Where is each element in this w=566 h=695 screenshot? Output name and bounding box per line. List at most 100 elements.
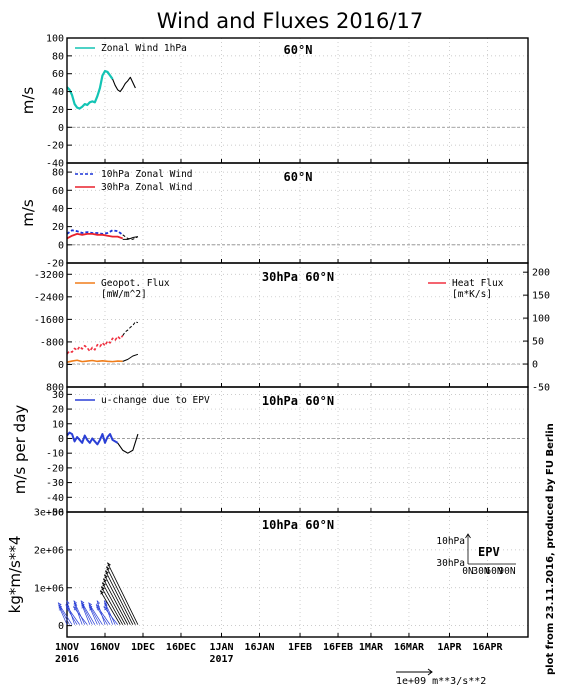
x-tick-label: 16JAN: [244, 642, 274, 653]
panel-location-label: 10hPa 60°N: [262, 394, 334, 408]
vector-arrow: [72, 606, 88, 625]
credit-text: plot from 23.11.2016, produced by FU Ber…: [545, 423, 556, 675]
y-tick-label: 60: [52, 186, 64, 197]
x-tick-label: 1FEB: [288, 642, 312, 653]
x-tick-label: 16NOV: [90, 642, 120, 653]
vector-arrow: [106, 566, 136, 625]
vector-arrowhead: [73, 606, 78, 611]
panel-frame: [66, 511, 529, 638]
y-tick-label: -30: [46, 478, 64, 489]
vector-arrow: [95, 604, 111, 625]
y-right-tick-label: 150: [532, 291, 550, 302]
y-right-tick-label: 100: [532, 314, 550, 325]
vector-arrowhead: [102, 582, 106, 587]
x-tick-label: 1MAR: [359, 642, 384, 653]
vector-arrow: [73, 602, 83, 625]
series-line: [66, 233, 124, 240]
series-line: [66, 335, 124, 355]
vector-arrowhead: [103, 600, 108, 605]
vector-arrow: [73, 600, 86, 625]
legend-entry-label: u-change due to EPV: [101, 395, 210, 406]
series-line: [112, 76, 136, 93]
y-right-tick-label: 0: [532, 360, 538, 371]
y-right-tick-label: 50: [532, 337, 544, 348]
vector-arrowhead: [103, 606, 108, 611]
vector-arrowhead: [104, 574, 108, 579]
vector-arrow: [96, 600, 106, 625]
inset-y-top-label: 10hPa: [436, 536, 465, 547]
vector-arrow: [81, 604, 91, 625]
vector-arrowhead: [65, 604, 70, 609]
vector-arrowhead: [73, 600, 78, 605]
y-tick-label: -20: [46, 259, 64, 270]
legend-entry-label: [mW/m^2]: [101, 289, 147, 300]
scale-label: 1e+09 m**3/s**2: [396, 676, 486, 687]
y-tick-label: 0: [58, 123, 64, 134]
vector-arrow: [65, 606, 78, 625]
inset-x-label: 90N: [498, 566, 515, 577]
vector-arrow: [103, 600, 116, 625]
legend-entry-label: [m*K/s]: [452, 289, 492, 300]
y-tick-label: -3200: [34, 270, 64, 281]
vector-arrowhead: [99, 590, 104, 595]
panel-location-label: 30hPa 60°N: [262, 270, 334, 284]
inset-x-label: 0N: [462, 566, 474, 577]
vector-arrow: [99, 590, 121, 625]
series-line: [66, 229, 124, 236]
y-tick-label: 100: [46, 34, 64, 45]
series-line: [122, 321, 139, 336]
y-tick-label: 40: [52, 87, 64, 98]
legend-entry-label: Heat Flux: [452, 278, 504, 289]
panel-location-label: 10hPa 60°N: [262, 518, 334, 532]
vector-arrowhead: [66, 600, 70, 605]
y-tick-label: -1600: [34, 315, 64, 326]
inset-y-bottom-label: 30hPa: [436, 558, 465, 569]
vector-arrow: [105, 570, 134, 625]
inset-x-label: 60N: [485, 566, 502, 577]
y-tick-label: 10: [52, 419, 64, 430]
vector-arrowhead: [107, 562, 111, 567]
y-tick-label: 800: [46, 383, 64, 394]
x-tick-label: 1APR: [437, 642, 462, 653]
y-tick-label: -20: [46, 141, 64, 152]
y-tick-label: -2400: [34, 292, 64, 303]
vector-arrow: [103, 574, 131, 625]
vector-arrowhead: [80, 600, 85, 605]
vector-arrow: [65, 604, 80, 625]
y-right-tick-label: 200: [532, 268, 550, 279]
y-axis-label: m/s per day: [11, 405, 29, 495]
y-tick-label: -40: [46, 493, 64, 504]
vector-arrow: [100, 586, 124, 625]
y-tick-label: 40: [52, 204, 64, 215]
y-tick-label: 20: [52, 405, 64, 416]
y-tick-label: -20: [46, 463, 64, 474]
x-tick-label: 1NOV: [55, 642, 79, 653]
y-tick-label: -10: [46, 449, 64, 460]
y-tick-label: 80: [52, 51, 64, 62]
y-tick-label: 0: [58, 621, 64, 632]
vector-arrow: [88, 604, 101, 625]
series-line: [117, 433, 139, 454]
y-tick-label: 0: [58, 434, 64, 445]
vector-arrowhead: [106, 566, 110, 571]
vector-arrow: [103, 606, 118, 625]
inset-arrowhead: [465, 533, 471, 539]
vector-arrow: [58, 604, 70, 625]
y-tick-label: 60: [52, 69, 64, 80]
x-tick-label: 16FEB: [323, 642, 353, 653]
vector-arrow: [104, 602, 113, 625]
vector-arrow: [57, 602, 73, 625]
vector-arrowhead: [105, 570, 109, 575]
inset-x-label: 30N: [472, 566, 489, 577]
vector-arrowhead: [96, 600, 101, 605]
vector-arrow: [88, 602, 103, 625]
vector-arrow: [80, 600, 96, 625]
vector-arrow: [101, 582, 126, 625]
y-tick-label: 30: [52, 390, 64, 401]
y-tick-label: 20: [52, 105, 64, 116]
series-line: [122, 236, 139, 240]
legend-entry-label: Zonal Wind 1hPa: [101, 43, 187, 54]
vector-arrow: [81, 602, 93, 625]
series-line: [66, 69, 114, 110]
vector-arrow: [107, 562, 139, 625]
